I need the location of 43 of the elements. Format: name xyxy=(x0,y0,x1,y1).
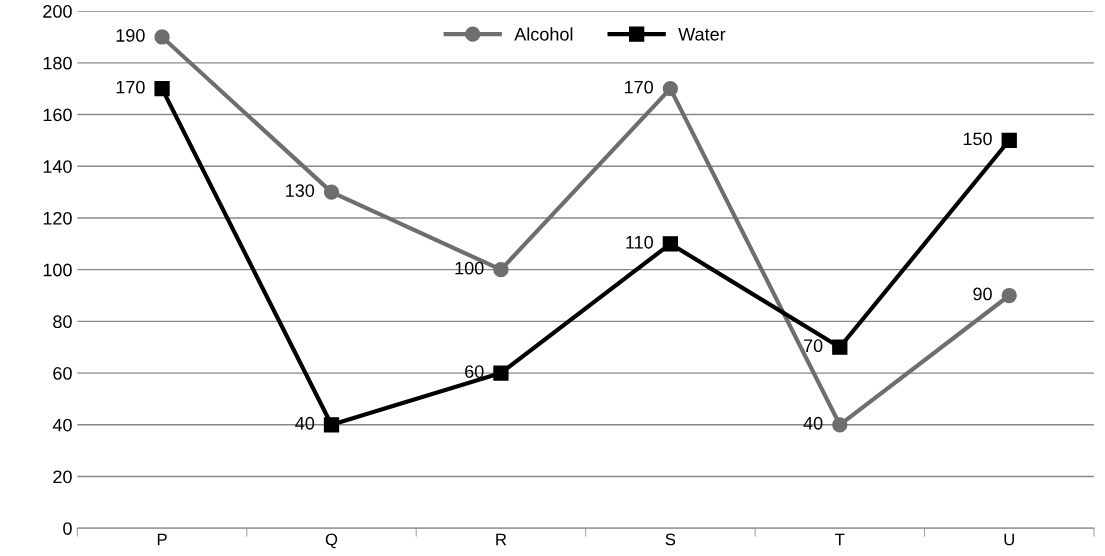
data-label: 70 xyxy=(803,339,823,353)
point xyxy=(662,236,679,252)
y-tick-label: 160 xyxy=(43,108,72,122)
data-label: 40 xyxy=(295,416,315,430)
point xyxy=(323,184,340,200)
legend-label: Water xyxy=(678,28,726,41)
x-tick-label: P xyxy=(157,533,167,546)
data-label: 190 xyxy=(116,29,145,42)
y-tick-label: 180 xyxy=(43,56,72,70)
point xyxy=(662,81,679,97)
point xyxy=(832,417,848,433)
data-label: 60 xyxy=(465,365,484,378)
y-tick-label: 0 xyxy=(63,522,72,535)
data-label: 130 xyxy=(286,184,315,197)
data-label: 150 xyxy=(963,132,992,146)
data-label: 40 xyxy=(803,416,823,430)
y-tick-label: 200 xyxy=(43,5,72,18)
y-tick-label: 40 xyxy=(52,418,72,432)
legend-label: Alcohol xyxy=(514,27,573,41)
point xyxy=(154,29,170,45)
data-label: 90 xyxy=(973,287,992,301)
y-tick-label: 120 xyxy=(43,211,72,225)
data-label: 170 xyxy=(116,80,145,94)
point xyxy=(493,365,509,381)
point xyxy=(832,339,848,355)
y-tick-label: 20 xyxy=(53,470,72,484)
x-tick-label: S xyxy=(665,533,676,546)
x-tick-label: Q xyxy=(325,533,338,549)
y-tick-label: 100 xyxy=(43,263,72,277)
y-tick-label: 140 xyxy=(43,160,72,173)
data-label: 110 xyxy=(626,235,653,249)
x-tick-label: R xyxy=(496,533,507,546)
x-tick-label: U xyxy=(1004,533,1014,546)
data-label: 100 xyxy=(455,261,484,275)
point xyxy=(323,417,340,433)
data-label: 170 xyxy=(624,80,653,94)
y-tick-label: 80 xyxy=(53,315,72,329)
y-tick-label: 60 xyxy=(53,367,72,380)
point xyxy=(493,262,509,278)
x-tick-label: T xyxy=(835,533,845,546)
point xyxy=(154,81,170,97)
point xyxy=(1001,132,1017,149)
point xyxy=(1001,287,1017,304)
